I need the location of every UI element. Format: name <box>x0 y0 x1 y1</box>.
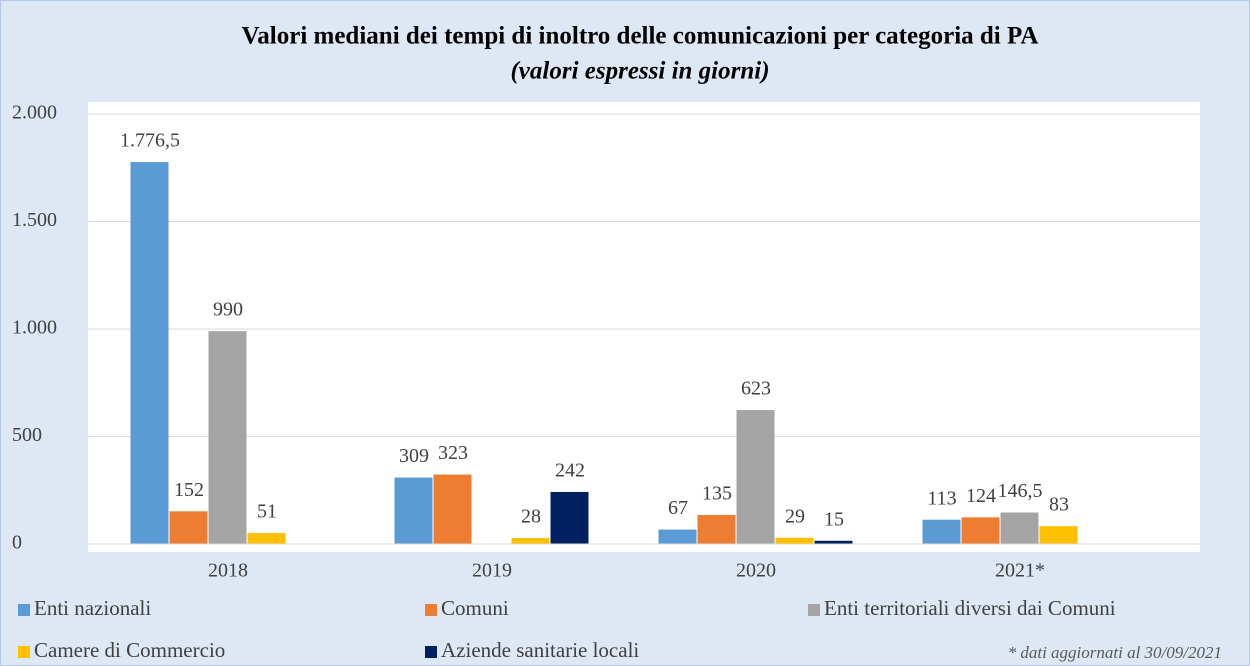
bar <box>511 537 550 544</box>
bar <box>658 529 697 544</box>
y-tick-label: 0 <box>12 532 22 554</box>
legend-label: Enti nazionali <box>34 596 151 620</box>
data-label: 67 <box>668 497 688 519</box>
y-tick-label: 1.000 <box>12 317 57 339</box>
bar <box>169 511 208 544</box>
x-tick-label: 2021* <box>995 560 1045 582</box>
bar <box>961 517 1000 544</box>
bar <box>775 537 814 544</box>
bar <box>1039 526 1078 544</box>
legend-label: Enti territoriali diversi dai Comuni <box>824 596 1116 620</box>
plot-area <box>88 102 1200 552</box>
legend-label: Camere di Commercio <box>34 638 225 662</box>
data-label: 113 <box>927 487 956 509</box>
data-label: 15 <box>824 508 844 530</box>
legend-label: Comuni <box>441 596 509 620</box>
data-label: 146,5 <box>998 480 1043 502</box>
legend-swatch <box>425 604 437 616</box>
data-label: 623 <box>741 378 771 400</box>
bar <box>736 410 775 544</box>
data-label: 309 <box>399 445 429 467</box>
bar <box>550 491 589 544</box>
y-tick-label: 1.500 <box>12 209 57 231</box>
data-label: 135 <box>702 483 732 505</box>
data-label: 152 <box>174 479 204 501</box>
legend-swatch <box>425 646 437 658</box>
data-label: 323 <box>438 442 468 464</box>
data-label: 29 <box>785 505 805 527</box>
x-tick-label: 2019 <box>472 560 512 582</box>
x-tick-label: 2018 <box>208 560 248 582</box>
footnote: * dati aggiornati al 30/09/2021 <box>1008 643 1222 662</box>
chart-title: Valori mediani dei tempi di inoltro dell… <box>242 23 1039 50</box>
bar <box>922 519 961 544</box>
bar <box>814 540 853 544</box>
data-label: 242 <box>555 460 585 482</box>
data-label: 51 <box>257 501 277 523</box>
bar <box>247 533 286 544</box>
bar <box>130 162 169 545</box>
data-label: 83 <box>1049 494 1069 516</box>
legend-swatch <box>18 646 30 658</box>
y-tick-label: 500 <box>12 424 42 446</box>
x-tick-label: 2020 <box>736 560 776 582</box>
chart-subtitle: (valori espressi in giorni) <box>510 58 769 85</box>
legend-swatch <box>808 604 820 616</box>
bar <box>433 474 472 544</box>
data-label: 1.776,5 <box>120 130 180 152</box>
data-label: 28 <box>521 506 541 528</box>
bar <box>1000 512 1039 544</box>
legend-label: Aziende sanitarie locali <box>441 638 639 662</box>
bar <box>208 331 247 544</box>
legend-swatch <box>18 604 30 616</box>
data-label: 124 <box>966 485 996 507</box>
bar <box>394 477 433 544</box>
bar <box>697 514 736 544</box>
data-label: 990 <box>213 299 243 321</box>
y-tick-label: 2.000 <box>12 102 57 124</box>
